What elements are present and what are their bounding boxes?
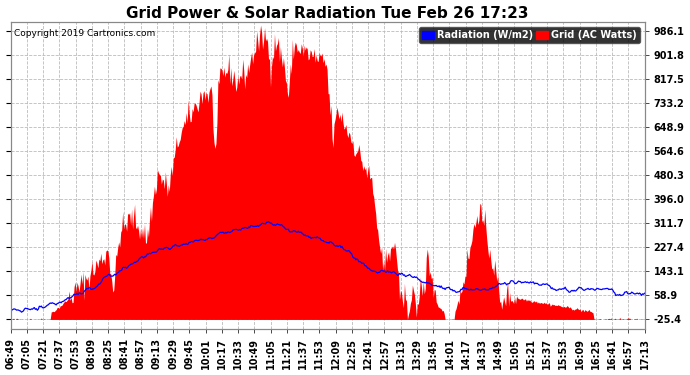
- Legend: Radiation (W/m2), Grid (AC Watts): Radiation (W/m2), Grid (AC Watts): [419, 27, 640, 44]
- Text: Copyright 2019 Cartronics.com: Copyright 2019 Cartronics.com: [14, 29, 155, 38]
- Title: Grid Power & Solar Radiation Tue Feb 26 17:23: Grid Power & Solar Radiation Tue Feb 26 …: [126, 6, 529, 21]
